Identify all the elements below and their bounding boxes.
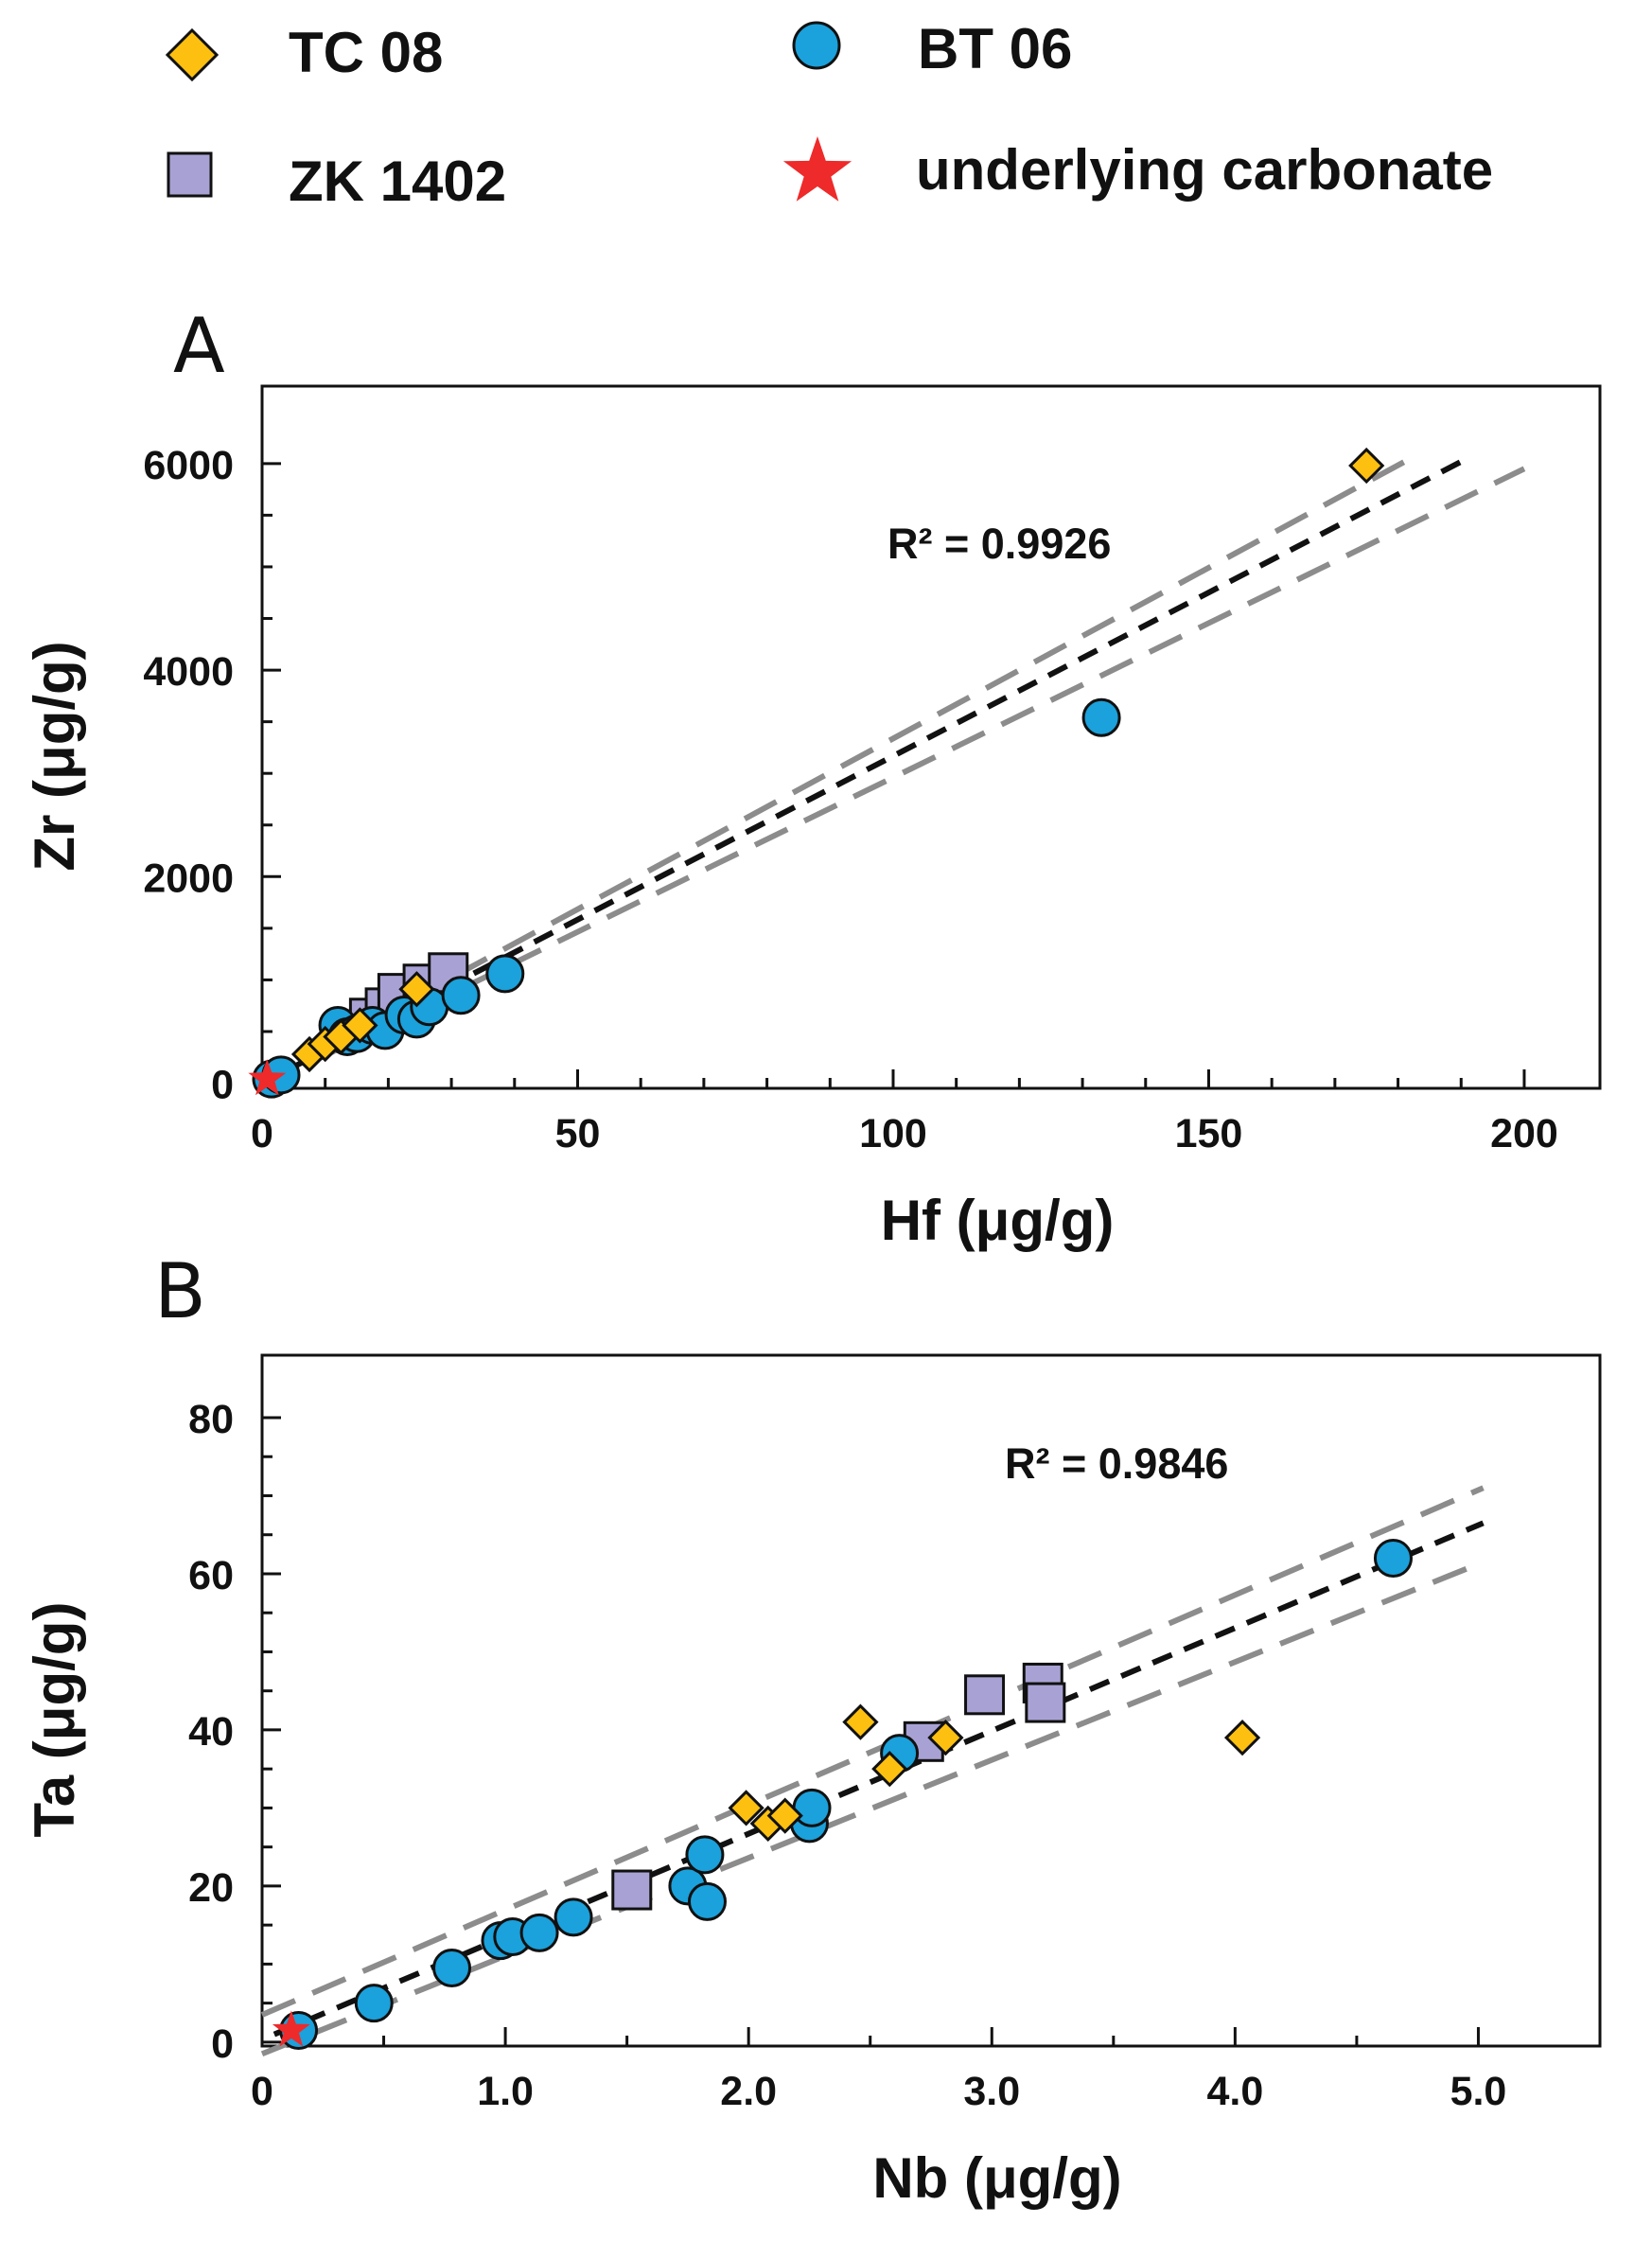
carbonate-point (272, 2010, 310, 2047)
tc08-point (842, 1703, 879, 1740)
y-tick-label: 6000 (143, 443, 234, 488)
x-tick-label: 200 (1490, 1111, 1558, 1156)
bt06-point (441, 976, 481, 1015)
panel-b: B 0 1.0 2.0 3.0 4.0 5.0 0 20 40 60 80 Nb (μg/g) Ta (… (23, 1247, 1602, 2210)
x-tick-label: 0 (251, 2069, 273, 2114)
x-axis-title: Hf (μg/g) (881, 1189, 1115, 1252)
legend: TC 08 BT 06 ZK 1402 underlying carbonate (165, 17, 1493, 213)
y-tick-label: 0 (211, 2021, 234, 2067)
regression-line (260, 455, 1469, 1086)
y-tick-label: 4000 (143, 649, 234, 695)
y-tick-label: 2000 (143, 856, 234, 901)
r-squared-annotation: R² = 0.9846 (1005, 1439, 1228, 1488)
legend-label-carb: underlying carbonate (916, 138, 1493, 202)
bt06-point (485, 954, 525, 994)
x-tick-label: 5.0 (1450, 2069, 1507, 2114)
y-tick-label: 20 (188, 1865, 234, 1911)
regression-line (272, 1520, 1485, 2038)
bt06-point (792, 1788, 832, 1827)
bt06-point (554, 1897, 593, 1937)
x-tick-label: 4.0 (1206, 2069, 1263, 2114)
x-tick-label: 150 (1175, 1111, 1243, 1156)
x-tick-label: 100 (859, 1111, 927, 1156)
plot-frame (260, 1353, 1602, 2048)
plot-frame (260, 384, 1602, 1090)
legend-marker-star (782, 136, 852, 202)
y-axis-title: Zr (μg/g) (23, 641, 86, 871)
tc08-point (1223, 1720, 1261, 1756)
zk1402-point (964, 1674, 1006, 1716)
x-tick-label: 1.0 (477, 2069, 534, 2114)
bt06-point (687, 1881, 727, 1921)
legend-item-tc08: TC 08 (165, 21, 443, 84)
legend-label-zk1402: ZK 1402 (289, 150, 506, 213)
panel-letter: A (173, 302, 225, 390)
zk1402-point (611, 1869, 653, 1911)
legend-item-bt06: BT 06 (792, 17, 1072, 80)
legend-item-carb: underlying carbonate (782, 136, 1493, 202)
tc08-point (766, 1797, 803, 1834)
bt06-point (432, 1949, 472, 1988)
x-tick-label: 0 (251, 1111, 273, 1156)
y-tick-label: 0 (211, 1063, 234, 1108)
tc08-point (398, 971, 435, 1008)
legend-label-bt06: BT 06 (918, 17, 1072, 80)
r-squared-annotation: R² = 0.9926 (888, 520, 1111, 568)
legend-item-zk1402: ZK 1402 (167, 150, 506, 213)
y-tick-label: 60 (188, 1553, 234, 1598)
y-tick-label: 40 (188, 1709, 234, 1755)
bt06-point (685, 1835, 725, 1875)
tc08-point (728, 1790, 764, 1826)
legend-marker-square (167, 151, 213, 198)
tc08-point (927, 1720, 964, 1756)
panel-letter: B (154, 1247, 206, 1335)
x-axis-title: Nb (μg/g) (872, 2146, 1121, 2210)
zk1402-point (1025, 1682, 1066, 1723)
bt06-point (354, 1984, 394, 2023)
x-tick-label: 2.0 (720, 2069, 777, 2114)
legend-label-tc08: TC 08 (289, 21, 443, 84)
tc08-point (1348, 447, 1385, 485)
bt06-point (519, 1913, 559, 1952)
x-tick-label: 3.0 (963, 2069, 1020, 2114)
tc08-point (871, 1751, 908, 1788)
tc08-point (342, 1007, 378, 1044)
bt06-point (1373, 1538, 1413, 1578)
bt06-point (1081, 697, 1121, 737)
legend-marker-circle (792, 21, 841, 70)
carbonate-point (248, 1059, 287, 1096)
x-tick-label: 50 (555, 1111, 601, 1156)
y-axis-title: Ta (μg/g) (23, 1602, 86, 1838)
y-tick-label: 80 (188, 1397, 234, 1442)
confidence-upper-line (260, 1485, 1485, 2018)
legend-marker-diamond (165, 27, 220, 82)
